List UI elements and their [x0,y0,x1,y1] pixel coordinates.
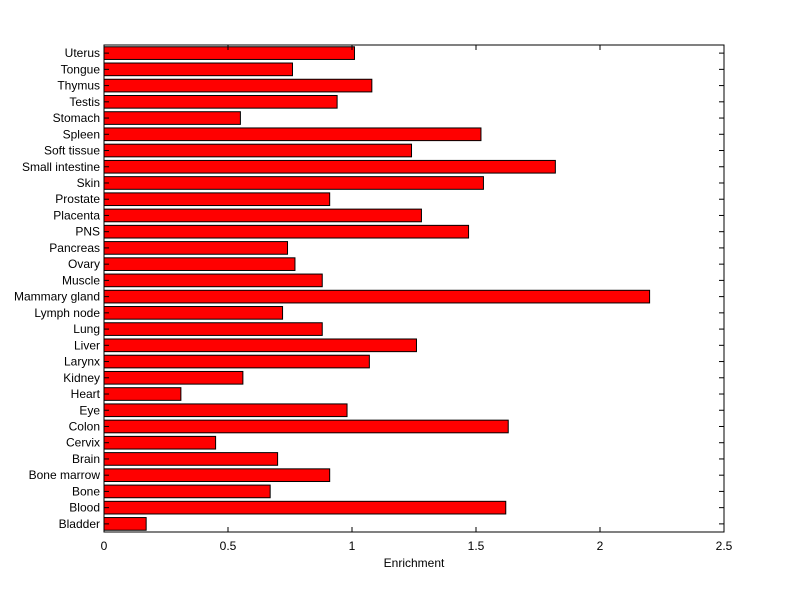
y-tick-label: Liver [74,338,100,352]
bar-muscle [103,273,323,288]
y-tick-label: Testis [69,95,100,109]
y-tick-label: Eye [79,403,100,417]
y-tick-label: Lymph node [34,306,100,320]
y-tick-label: Ovary [68,257,100,271]
x-tick-label: 0.5 [220,539,237,553]
bar-bone [103,484,271,499]
y-tick-label: Placenta [53,208,100,222]
bar-kidney [103,370,244,385]
bar-ovary [103,257,296,271]
bar-larynx [103,354,370,369]
bar-uterus [103,46,355,60]
x-axis-label: Enrichment [384,556,445,570]
y-tick-label: Blood [69,501,100,515]
y-tick-label: PNS [75,225,100,239]
y-tick-label: Pancreas [49,241,100,255]
bar-stomach [103,111,241,125]
bar-pancreas [103,241,289,255]
bar-bone-marrow [103,468,331,483]
y-tick-label: Bladder [59,517,100,531]
y-tick-label: Skin [77,176,100,190]
bar-colon [103,419,509,434]
bar-cervix [103,435,217,450]
bar-blood [103,500,507,515]
y-tick-label: Bone marrow [29,468,101,482]
y-tick-label: Lung [73,322,100,336]
bar-eye [103,403,348,418]
x-axis-ticks: 0 0.5 1 1.5 2 2.5 [101,45,733,553]
bar-soft-tissue [103,143,413,158]
x-tick-label: 0 [101,539,108,553]
y-tick-label: Soft tissue [44,144,100,158]
bar-prostate [103,192,331,207]
y-tick-label: Thymus [57,79,100,93]
bar-lung [103,322,323,336]
x-tick-label: 2.5 [716,539,733,553]
bar-testis [103,94,338,109]
y-tick-label: Spleen [63,127,100,141]
y-tick-label: Mammary gland [14,290,100,304]
y-tick-label: Bone [72,484,100,498]
bar-tongue [103,62,293,77]
y-tick-label: Cervix [66,436,100,450]
bar-pns [103,224,470,239]
x-tick-label: 1.5 [468,539,485,553]
y-tick-label: Brain [72,452,100,466]
bar-bladder [103,517,147,531]
x-tick-label: 2 [597,539,604,553]
bar-spleen [103,127,482,142]
bar-placenta [103,208,422,223]
y-tick-label: Small intestine [22,160,100,174]
bar-small-intestine [103,159,556,174]
y-tick-label: Colon [69,419,100,433]
bar-liver [103,338,417,353]
y-tick-label: Larynx [64,355,100,369]
y-tick-label: Prostate [55,192,100,206]
bar-skin [103,176,484,190]
bar-brain [103,452,279,466]
bar-lymph-node [103,306,284,320]
y-tick-label: Tongue [61,62,101,76]
y-tick-label: Kidney [63,371,100,385]
bar-mammary-gland [103,289,651,304]
plot-frame [103,44,725,533]
y-tick-label: Heart [71,387,101,401]
y-tick-label: Uterus [65,46,100,60]
bar-heart [103,387,182,401]
bar-thymus [103,78,373,93]
y-axis-ticks: Bladder Blood Bone Bone marrow Brain Cervix Co… [14,46,724,531]
y-tick-label: Stomach [53,111,100,125]
y-tick-label: Muscle [62,273,100,287]
x-tick-label: 1 [349,539,356,553]
